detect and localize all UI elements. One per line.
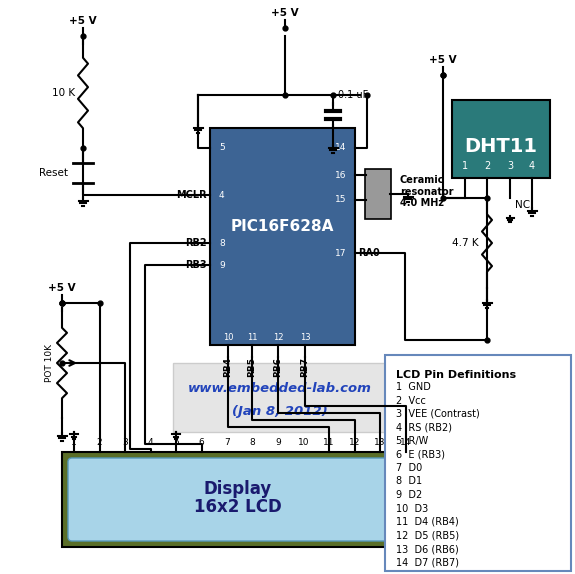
Text: 3: 3	[122, 438, 128, 447]
Text: 10 K: 10 K	[52, 88, 75, 98]
Text: 2  Vcc: 2 Vcc	[396, 395, 426, 405]
Text: 16x2 LCD: 16x2 LCD	[194, 498, 281, 516]
FancyBboxPatch shape	[68, 458, 407, 541]
Text: +5 V: +5 V	[271, 8, 299, 18]
Text: 13: 13	[374, 438, 386, 447]
Text: Ceramic
resonator
4.0 MHz: Ceramic resonator 4.0 MHz	[400, 175, 454, 208]
Text: 10  D3: 10 D3	[396, 503, 428, 514]
Text: RB4: RB4	[224, 357, 232, 377]
Text: (Jan 8, 2012): (Jan 8, 2012)	[232, 405, 328, 418]
Text: 15: 15	[335, 196, 346, 204]
Text: RB6: RB6	[274, 357, 282, 377]
Text: RA0: RA0	[358, 248, 380, 258]
Text: 5: 5	[173, 438, 179, 447]
Text: DHT11: DHT11	[465, 138, 538, 157]
Text: 11: 11	[323, 438, 335, 447]
Text: 14: 14	[335, 144, 346, 153]
Text: LCD Pin Definitions: LCD Pin Definitions	[396, 370, 516, 380]
Text: 13  D6 (RB6): 13 D6 (RB6)	[396, 544, 459, 554]
Text: 6  E (RB3): 6 E (RB3)	[396, 449, 445, 460]
Text: RB7: RB7	[301, 357, 309, 377]
Text: 12: 12	[349, 438, 360, 447]
Text: 13: 13	[300, 332, 310, 342]
Text: 12  D5 (RB5): 12 D5 (RB5)	[396, 530, 459, 541]
Text: 3: 3	[507, 161, 513, 171]
FancyBboxPatch shape	[62, 452, 413, 547]
Text: 12: 12	[273, 332, 283, 342]
FancyBboxPatch shape	[210, 128, 355, 345]
Text: 8  D1: 8 D1	[396, 476, 422, 487]
Text: 14  D7 (RB7): 14 D7 (RB7)	[396, 557, 459, 568]
Text: 4: 4	[148, 438, 154, 447]
Text: 6: 6	[198, 438, 204, 447]
Text: +5 V: +5 V	[48, 283, 76, 293]
Text: RB3: RB3	[185, 260, 207, 270]
Text: 10: 10	[223, 332, 233, 342]
Text: PIC16F628A: PIC16F628A	[231, 219, 334, 234]
Text: 2: 2	[484, 161, 490, 171]
Text: 7  D0: 7 D0	[396, 463, 422, 473]
Text: 2: 2	[97, 438, 102, 447]
Text: POT 10K: POT 10K	[45, 344, 54, 382]
Text: NC: NC	[515, 200, 530, 210]
Text: 16: 16	[335, 170, 346, 180]
Text: +5 V: +5 V	[429, 55, 457, 65]
Text: MCLR: MCLR	[177, 190, 207, 200]
FancyBboxPatch shape	[365, 169, 391, 219]
Text: 3  VEE (Contrast): 3 VEE (Contrast)	[396, 409, 480, 419]
Text: 9  D2: 9 D2	[396, 490, 422, 500]
Text: 4: 4	[219, 191, 225, 200]
Text: 1  GND: 1 GND	[396, 382, 431, 392]
Text: 14: 14	[400, 438, 411, 447]
Text: 0.1 uF: 0.1 uF	[338, 90, 368, 100]
Text: 11: 11	[247, 332, 257, 342]
Text: RB2: RB2	[185, 238, 207, 248]
Text: 7: 7	[224, 438, 230, 447]
Text: www.embedded-lab.com: www.embedded-lab.com	[188, 382, 372, 394]
FancyBboxPatch shape	[173, 363, 387, 432]
Text: RB5: RB5	[247, 357, 256, 377]
Text: 5  R/W: 5 R/W	[396, 436, 428, 446]
Text: 8: 8	[250, 438, 255, 447]
Text: Display: Display	[204, 480, 271, 498]
Text: 4: 4	[529, 161, 535, 171]
Text: 4.7 K: 4.7 K	[453, 238, 479, 248]
Text: +5 V: +5 V	[69, 16, 97, 26]
Text: 10: 10	[298, 438, 309, 447]
Text: Reset: Reset	[39, 168, 68, 178]
Text: 17: 17	[335, 249, 346, 258]
Text: 1: 1	[462, 161, 468, 171]
Text: 5: 5	[219, 144, 225, 153]
Text: 1: 1	[71, 438, 77, 447]
Text: 4  RS (RB2): 4 RS (RB2)	[396, 422, 452, 432]
FancyBboxPatch shape	[385, 355, 571, 571]
FancyBboxPatch shape	[452, 100, 550, 178]
Text: 9: 9	[219, 261, 225, 270]
Text: 11  D4 (RB4): 11 D4 (RB4)	[396, 517, 459, 527]
Text: 8: 8	[219, 239, 225, 247]
Text: 9: 9	[275, 438, 281, 447]
